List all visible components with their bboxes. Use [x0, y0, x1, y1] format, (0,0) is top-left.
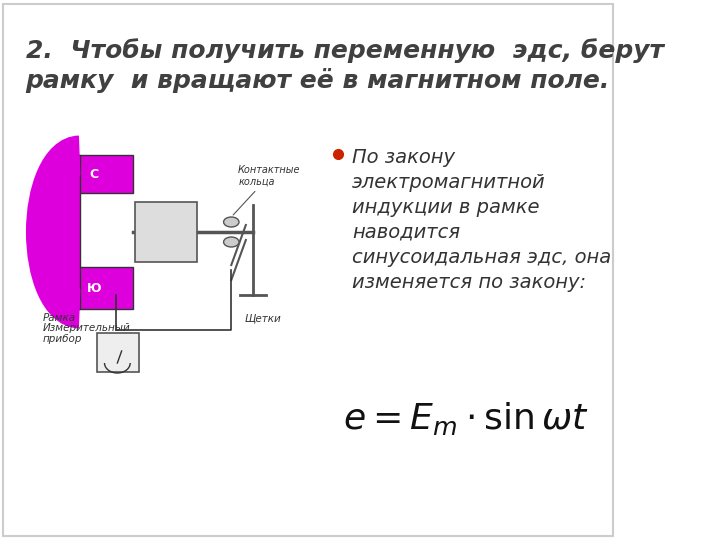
- Text: Б: Б: [140, 228, 146, 238]
- FancyBboxPatch shape: [96, 333, 139, 372]
- Text: Измерительный: Измерительный: [42, 323, 130, 333]
- FancyBboxPatch shape: [55, 155, 132, 193]
- Text: Ю: Ю: [87, 281, 102, 294]
- Text: Рамка: Рамка: [42, 313, 76, 323]
- Text: 2.  Чтобы получить переменную  эдс, берут: 2. Чтобы получить переменную эдс, берут: [26, 38, 664, 63]
- Text: Щетки: Щетки: [244, 313, 281, 323]
- Text: $e = E_m \cdot \sin\omega t$: $e = E_m \cdot \sin\omega t$: [343, 400, 588, 437]
- Text: В: В: [140, 208, 146, 218]
- Ellipse shape: [224, 217, 239, 227]
- Ellipse shape: [224, 237, 239, 247]
- Text: Г: Г: [186, 218, 192, 228]
- Text: А: А: [140, 238, 146, 248]
- Text: По закону
электромагнитной
индукции в рамке
наводится
синусоидальная эдс, она
из: По закону электромагнитной индукции в ра…: [352, 148, 611, 292]
- Polygon shape: [135, 202, 197, 262]
- Text: рамку  и вращают её в магнитном поле.: рамку и вращают её в магнитном поле.: [26, 68, 610, 93]
- Text: Контактные
кольца: Контактные кольца: [233, 165, 301, 215]
- Text: прибор: прибор: [42, 334, 82, 344]
- FancyBboxPatch shape: [55, 155, 80, 309]
- FancyBboxPatch shape: [55, 267, 132, 309]
- Text: С: С: [90, 167, 99, 180]
